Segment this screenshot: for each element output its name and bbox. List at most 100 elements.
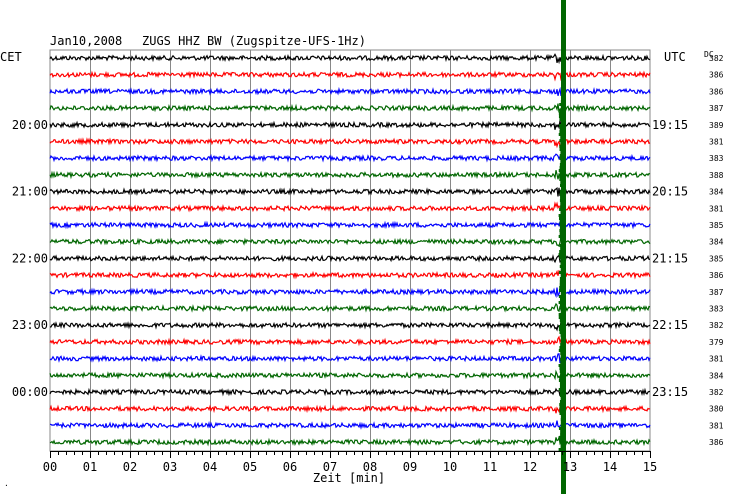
event-signal-burst [559, 130, 565, 133]
event-signal-burst [560, 100, 564, 103]
dc-offset-label: 380 [709, 405, 724, 414]
event-signal-burst [559, 193, 565, 196]
left-hour-label: 23:00 [12, 318, 48, 332]
event-signal-burst [560, 151, 564, 154]
event-signal-burst [560, 355, 564, 358]
event-signal-burst [558, 169, 566, 172]
dc-offset-label: 381 [709, 421, 724, 430]
x-tick-label: 02 [123, 460, 137, 474]
trace-row-19 [49, 353, 651, 364]
event-signal-burst [560, 322, 564, 325]
right-hour-label: 19:15 [652, 118, 688, 132]
trace-row-3 [49, 86, 651, 96]
event-signal-burst [559, 184, 565, 187]
event-signal-burst [559, 298, 565, 301]
event-signal-burst [559, 190, 565, 193]
event-signal-burst [558, 427, 566, 430]
event-signal-burst [559, 145, 565, 148]
event-signal-burst [560, 262, 564, 265]
event-signal-burst [558, 301, 566, 304]
trace-row-14 [49, 269, 651, 281]
x-tick-label: 04 [203, 460, 217, 474]
trace-row-22 [49, 404, 651, 415]
x-tick-label: 10 [443, 460, 457, 474]
dc-offset-label: 382 [709, 54, 724, 63]
event-signal-burst [559, 385, 565, 388]
event-signal-burst [559, 412, 565, 415]
dc-offset-label: 384 [709, 188, 724, 197]
x-tick-label: 08 [363, 460, 377, 474]
dc-offset-label: 384 [709, 238, 724, 247]
dc-offset-label: 384 [709, 371, 724, 380]
event-signal-burst [560, 247, 564, 250]
event-signal-burst [560, 445, 564, 448]
event-signal-burst [560, 160, 564, 163]
trace-row-4 [49, 103, 651, 113]
event-signal-burst [558, 214, 566, 217]
x-tick-label: 11 [483, 460, 497, 474]
trace-row-17 [49, 320, 651, 332]
event-signal-burst [560, 397, 564, 400]
event-signal-burst [559, 280, 565, 283]
event-signal-burst [560, 442, 564, 445]
event-signal-burst [559, 223, 565, 226]
event-signal-burst [560, 211, 564, 214]
dc-offset-label: 386 [709, 71, 724, 80]
event-signal-burst [560, 292, 564, 295]
event-signal-burst [559, 103, 565, 106]
event-signal-burst [560, 337, 564, 340]
event-signal-burst [559, 400, 565, 403]
event-signal-burst [560, 136, 564, 139]
event-signal-burst [558, 325, 566, 328]
event-signal-burst [559, 409, 565, 412]
event-signal-burst [560, 421, 564, 424]
dc-offset-label: 381 [709, 138, 724, 147]
right-hour-label: 23:15 [652, 385, 688, 399]
dc-offset-label: 386 [709, 87, 724, 96]
event-signal-burst [558, 364, 566, 367]
event-signal-burst [560, 259, 564, 262]
trace-row-18 [49, 335, 651, 347]
dc-offset-label: 387 [709, 288, 724, 297]
event-signal-burst [560, 268, 564, 271]
dc-label: DC [704, 50, 714, 59]
dc-offset-label: 383 [709, 305, 724, 314]
trace-row-5 [49, 120, 651, 130]
trace-row-1 [49, 53, 651, 65]
event-signal-burst [558, 349, 566, 352]
event-signal-burst [558, 271, 566, 274]
event-signal-burst [559, 382, 565, 385]
event-signal-burst [558, 289, 566, 292]
event-signal-burst [559, 367, 565, 370]
trace-row-23 [49, 420, 651, 431]
dc-offset-label: 385 [709, 254, 724, 263]
event-signal-burst [559, 346, 565, 349]
event-signal-burst [560, 340, 564, 343]
x-tick-label: 13 [563, 460, 577, 474]
x-tick-label: 07 [323, 460, 337, 474]
x-tick-label: 00 [43, 460, 57, 474]
station-label: ZUGS HHZ BW (Zugspitze-UFS-1Hz) [142, 34, 366, 48]
event-signal-burst [559, 229, 565, 232]
event-signal-burst [559, 286, 565, 289]
trace-group [49, 53, 651, 447]
event-signal-burst [560, 205, 564, 208]
event-signal-burst [560, 430, 564, 433]
event-signal-burst [558, 112, 566, 115]
event-signal-burst [559, 172, 565, 175]
event-signal-burst [559, 394, 565, 397]
event-signal-burst [560, 196, 564, 199]
event-signal-burst [559, 283, 565, 286]
dc-offset-label: 388 [709, 171, 724, 180]
dc-offset-label: 386 [709, 271, 724, 280]
event-signal-burst [559, 154, 565, 157]
trace-row-8 [49, 170, 651, 180]
event-signal-burst [558, 316, 566, 319]
trace-row-2 [49, 69, 651, 82]
event-signal-burst [558, 217, 566, 220]
event-signal-burst [559, 178, 565, 181]
event-signal-burst [560, 358, 564, 361]
dc-offset-label: 381 [709, 204, 724, 213]
dc-offset-label: 385 [709, 221, 724, 230]
event-signal-burst [559, 139, 565, 142]
